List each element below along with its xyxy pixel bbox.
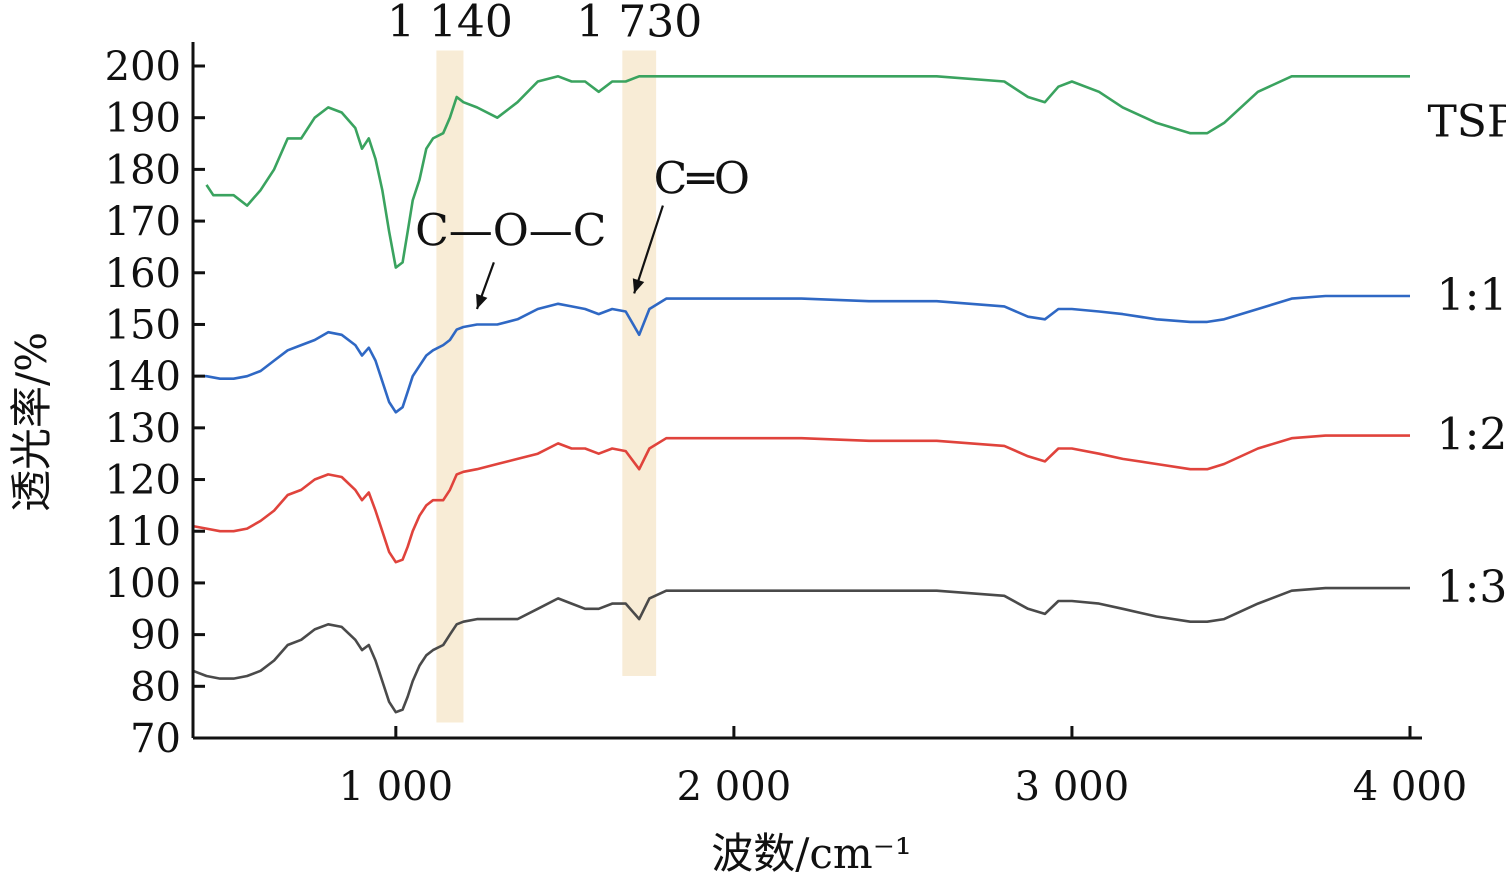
series-line-2 <box>192 434 1410 564</box>
highlight-bands: 1 140 1 730 <box>387 0 702 723</box>
y-tick-label-1: 80 <box>130 664 181 710</box>
x-tick-label-0: 1 000 <box>339 764 454 810</box>
annotation-arrowhead-0 <box>476 293 488 309</box>
series-labels: TSP 1:1 1:2 1:3 <box>1427 96 1506 613</box>
series-line-0 <box>205 75 1410 269</box>
y-tick-label-0: 70 <box>130 716 181 762</box>
y-tick-label-10: 170 <box>105 199 181 245</box>
band-label-0: 1 140 <box>387 0 513 47</box>
axis-ticks: 70 80 90 100 110 120 130 140 150 160 170 180 190 200 1… <box>105 44 1468 810</box>
series-label-2: 1:2 <box>1437 410 1506 461</box>
y-tick-label-2: 90 <box>130 613 181 659</box>
y-tick-label-4: 110 <box>105 509 181 555</box>
series-line-1 <box>193 294 1410 414</box>
y-tick-label-5: 120 <box>105 458 181 504</box>
annotations: C—O—C C═O <box>415 154 750 310</box>
y-tick-label-3: 100 <box>105 561 181 607</box>
annotation-arrow-1 <box>633 205 664 294</box>
highlight-band-0 <box>436 50 464 723</box>
y-tick-label-8: 150 <box>105 302 181 348</box>
series-label-0: TSP <box>1427 96 1506 147</box>
highlight-band-1 <box>622 50 657 676</box>
y-tick-label-12: 190 <box>105 96 181 142</box>
y-tick-label-7: 140 <box>105 354 181 400</box>
y-tick-label-6: 130 <box>105 406 181 452</box>
x-tick-label-1: 2 000 <box>677 764 792 810</box>
x-tick-label-2: 3 000 <box>1015 764 1130 810</box>
series-line-3 <box>192 586 1410 714</box>
axes <box>191 42 1422 740</box>
annotation-arrowhead-1 <box>632 278 645 294</box>
spectrum-series <box>192 75 1410 714</box>
band-label-1: 1 730 <box>576 0 702 47</box>
annotation-label-1: C═O <box>654 154 750 205</box>
x-axis-title: 波数/cm⁻¹ <box>711 829 912 878</box>
x-tick-label-3: 4 000 <box>1353 764 1468 810</box>
y-tick-label-13: 200 <box>105 44 181 90</box>
y-tick-label-9: 160 <box>105 251 181 297</box>
y-axis-title: 透光率/% <box>7 332 56 512</box>
annotation-label-0: C—O—C <box>415 205 606 256</box>
series-label-3: 1:3 <box>1437 562 1506 613</box>
y-tick-label-11: 180 <box>105 147 181 193</box>
series-label-1: 1:1 <box>1437 270 1506 321</box>
